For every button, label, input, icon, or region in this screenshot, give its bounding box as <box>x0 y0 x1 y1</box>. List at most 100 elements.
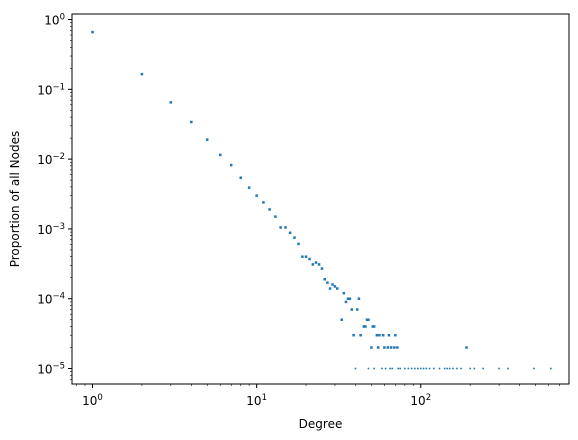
x-tick-label-base: 10 <box>410 394 425 408</box>
data-point <box>229 163 233 167</box>
y-tick-label-base: 10 <box>37 223 52 237</box>
data-point <box>354 367 357 370</box>
x-axis-label: Degree <box>299 417 343 431</box>
x-tick-label-base: 10 <box>246 394 261 408</box>
data-point <box>378 333 381 337</box>
data-point <box>288 231 292 235</box>
data-point <box>308 257 311 261</box>
data-point <box>333 285 337 288</box>
data-point <box>323 278 327 281</box>
plot-frame <box>71 13 570 385</box>
x-tick-label-exponent: 2 <box>426 393 431 403</box>
data-point <box>456 367 458 370</box>
y-tick-label: 10−3 <box>37 222 65 237</box>
data-point <box>364 325 367 328</box>
data-point <box>550 367 552 370</box>
x-tick-labels: 100 101 102 <box>82 393 431 408</box>
data-point <box>373 367 375 370</box>
data-point <box>376 346 380 349</box>
data-point <box>367 318 370 321</box>
x-tick-label: 101 <box>246 393 267 408</box>
y-tick-label-exponent: −4 <box>52 292 65 302</box>
data-point <box>367 367 370 370</box>
data-point <box>346 297 350 300</box>
y-tick-label-base: 10 <box>37 83 52 97</box>
data-point <box>320 267 324 270</box>
data-point <box>255 194 258 197</box>
data-point <box>362 325 366 328</box>
data-point <box>422 367 425 370</box>
data-point <box>328 287 332 290</box>
data-point <box>326 281 329 284</box>
data-point <box>370 346 373 349</box>
x-tick-label: 102 <box>410 393 431 408</box>
data-point <box>304 255 308 258</box>
data-point <box>262 201 265 204</box>
data-point <box>140 72 144 76</box>
data-point <box>384 367 387 370</box>
data-point <box>357 297 361 300</box>
data-point <box>414 367 416 370</box>
data-point <box>169 101 173 104</box>
y-tick-label: 10−4 <box>37 292 65 307</box>
data-point <box>446 367 449 370</box>
data-point <box>311 263 315 266</box>
y-tick-label-base: 10 <box>37 153 52 167</box>
data-point <box>293 236 296 239</box>
data-point <box>381 333 385 337</box>
data-point <box>190 120 193 124</box>
y-tick-label: 10−1 <box>37 82 65 97</box>
y-tick-label-base: 10 <box>37 293 52 307</box>
data-point <box>371 325 375 328</box>
data-point <box>417 367 419 370</box>
major-ticks <box>68 19 422 388</box>
data-points <box>91 30 552 370</box>
y-tick-label: 10−5 <box>37 362 65 377</box>
y-tick-label-exponent: 0 <box>60 13 65 23</box>
data-point <box>355 308 359 311</box>
y-tick-label-exponent: −5 <box>52 362 65 372</box>
data-point <box>91 30 94 34</box>
data-point <box>383 346 386 349</box>
x-tick-label-exponent: 0 <box>97 393 102 403</box>
y-tick-label-base: 10 <box>37 363 52 377</box>
data-point <box>394 333 397 337</box>
data-point <box>448 367 451 370</box>
y-tick-label: 100 <box>44 13 65 28</box>
y-tick-label-exponent: −2 <box>52 152 65 162</box>
y-tick-label: 10−2 <box>37 152 65 167</box>
data-point <box>314 261 318 264</box>
data-point <box>348 297 352 300</box>
data-point <box>391 367 394 370</box>
data-point <box>410 367 413 370</box>
data-point <box>372 325 376 328</box>
data-point <box>375 333 379 337</box>
data-point <box>465 346 468 349</box>
data-point <box>482 367 484 370</box>
data-point <box>279 226 282 229</box>
data-point <box>387 333 391 337</box>
data-point <box>297 242 300 246</box>
data-point <box>359 333 362 337</box>
data-point <box>342 291 346 295</box>
data-point <box>507 367 509 370</box>
data-point <box>350 308 354 311</box>
data-point <box>336 287 339 290</box>
y-tick-label-exponent: −1 <box>52 82 65 92</box>
data-point <box>460 367 462 370</box>
data-point <box>268 208 271 211</box>
data-point <box>443 367 446 370</box>
data-point <box>340 318 343 321</box>
data-point <box>397 367 400 370</box>
data-point <box>432 367 435 370</box>
data-point <box>407 367 410 370</box>
data-point <box>284 226 287 229</box>
data-point <box>438 367 441 370</box>
data-point <box>344 300 348 304</box>
data-point <box>205 138 209 141</box>
data-point <box>381 367 383 370</box>
data-point <box>317 263 321 266</box>
data-point <box>218 153 222 157</box>
